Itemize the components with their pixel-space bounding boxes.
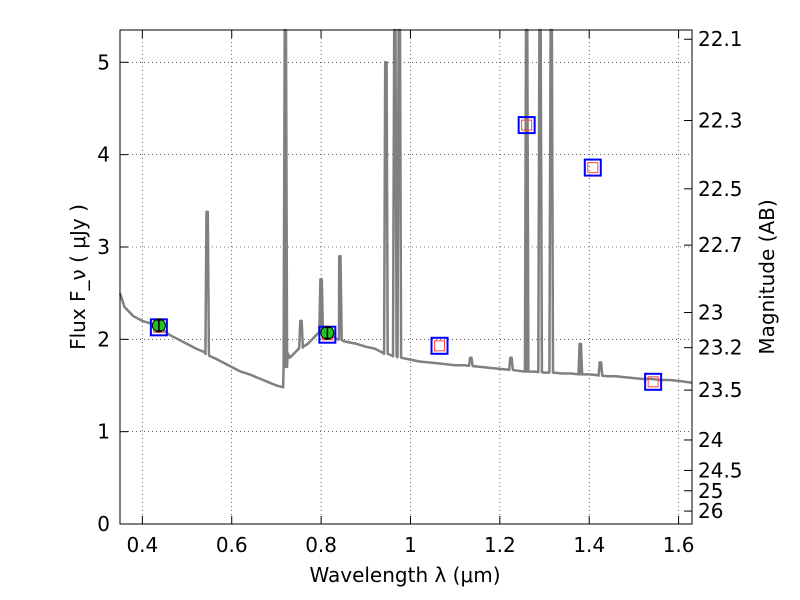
x-tick-label: 1.4 bbox=[573, 533, 605, 557]
model-flux-box bbox=[430, 336, 449, 355]
x-tick-label: 1 bbox=[404, 533, 417, 557]
model-flux-box bbox=[644, 372, 663, 391]
axis-ticks: 0.4 0.6 0.8 1 1.2 1.4 1.601234522.122.322.522.… bbox=[97, 27, 742, 557]
plot-frame bbox=[119, 29, 693, 525]
y-tick-label: 5 bbox=[97, 50, 110, 74]
right-tick-label: 22.7 bbox=[698, 233, 743, 257]
y-tick-label: 0 bbox=[97, 512, 110, 536]
y-tick-label: 3 bbox=[97, 235, 110, 259]
right-tick-label: 23.5 bbox=[698, 378, 743, 402]
x-tick-label: 0.6 bbox=[216, 533, 248, 557]
right-tick-label: 24.5 bbox=[698, 458, 743, 482]
sed-series bbox=[118, 28, 693, 389]
sed-model-line bbox=[118, 28, 693, 389]
model-flux-box bbox=[583, 158, 602, 177]
right-tick-label: 26 bbox=[698, 499, 723, 523]
x-axis-label: Wavelength λ (μm) bbox=[309, 563, 500, 587]
model-flux-box bbox=[517, 116, 536, 135]
x-tick-label: 1.2 bbox=[484, 533, 516, 557]
x-tick-label: 0.8 bbox=[305, 533, 337, 557]
x-tick-label: 1.6 bbox=[663, 533, 695, 557]
right-tick-label: 23 bbox=[698, 301, 723, 325]
model-flux-inner-box bbox=[521, 119, 533, 131]
y-tick-label: 2 bbox=[97, 327, 110, 351]
photometry-points bbox=[149, 116, 663, 391]
y-tick-label: 4 bbox=[97, 143, 110, 167]
model-flux-inner-box bbox=[647, 376, 659, 388]
y-tick-label: 1 bbox=[97, 420, 110, 444]
model-flux-inner-box bbox=[434, 340, 446, 352]
right-tick-label: 22.3 bbox=[698, 108, 743, 132]
right-tick-label: 25 bbox=[698, 479, 723, 503]
model-flux-inner-box bbox=[587, 162, 599, 174]
x-tick-label: 0.4 bbox=[126, 533, 158, 557]
right-tick-label: 24 bbox=[698, 428, 723, 452]
right-axis-label: Magnitude (AB) bbox=[755, 199, 779, 354]
right-tick-label: 22.5 bbox=[698, 177, 743, 201]
right-tick-label: 23.2 bbox=[698, 336, 743, 360]
right-tick-label: 22.1 bbox=[698, 27, 743, 51]
y-axis-label: Flux F_ν ( μJy ) bbox=[66, 204, 90, 350]
